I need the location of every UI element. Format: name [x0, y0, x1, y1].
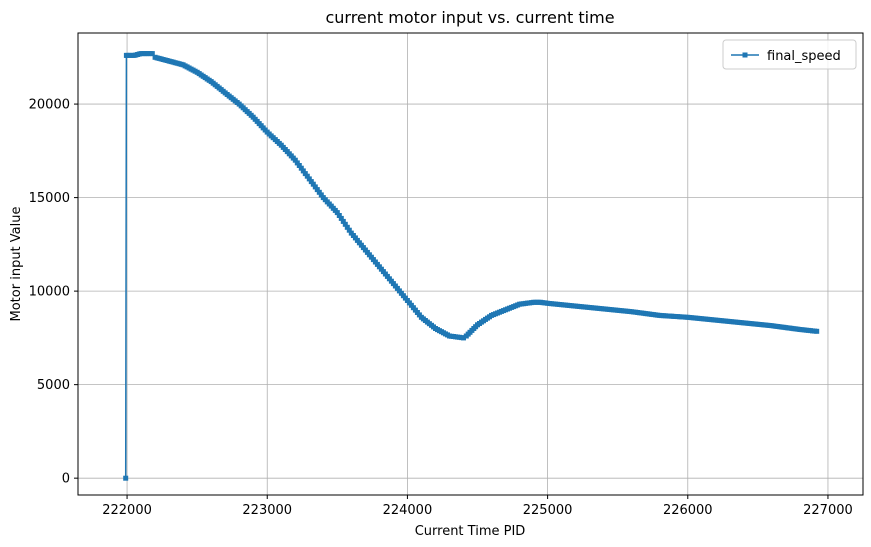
y-tick-label: 10000: [29, 285, 70, 300]
y-tick-label: 0: [62, 472, 70, 487]
y-axis-title: Motor input Value: [9, 207, 24, 322]
data-point: [292, 157, 298, 163]
x-tick-label: 223000: [242, 503, 292, 518]
series-markers-final_speed: [123, 51, 820, 481]
data-point: [461, 335, 466, 341]
data-point: [312, 184, 318, 190]
data-point: [318, 192, 324, 198]
data-point: [308, 179, 314, 185]
data-point: [814, 328, 820, 334]
data-point: [342, 221, 348, 227]
x-tick-label: 224000: [383, 503, 433, 518]
grid-lines: [78, 33, 863, 495]
data-point: [306, 176, 312, 182]
x-tick-label: 226000: [663, 503, 713, 518]
data-point: [338, 215, 344, 221]
legend-label: final_speed: [767, 49, 841, 64]
data-point: [123, 475, 129, 481]
plot-frame: [77, 32, 864, 496]
y-tick-label: 5000: [37, 378, 70, 393]
data-point: [298, 165, 304, 171]
data-point: [310, 181, 316, 187]
data-point: [316, 189, 322, 195]
chart-title: current motor input vs. current time: [325, 8, 614, 27]
data-point: [346, 227, 352, 233]
data-point: [340, 218, 346, 224]
data-point: [296, 163, 302, 168]
data-point: [294, 160, 300, 166]
y-tick-label: 20000: [29, 98, 70, 113]
x-tick-label: 225000: [523, 503, 573, 518]
y-tick-label: 15000: [29, 191, 70, 206]
data-point: [149, 51, 155, 57]
axis-ticks: 222000 223000 224000 225000 226000 227000 0 500…: [29, 98, 853, 518]
data-point: [336, 213, 342, 218]
x-tick-label: 227000: [803, 503, 853, 518]
legend-marker-swatch: [742, 52, 748, 58]
x-tick-label: 222000: [102, 503, 152, 518]
data-point: [304, 173, 310, 179]
series-group: [123, 51, 820, 481]
x-axis-title: Current Time PID: [415, 524, 526, 539]
data-point: [314, 187, 320, 193]
data-point: [344, 224, 350, 230]
legend: final_speed: [722, 39, 857, 70]
data-point: [334, 210, 340, 216]
data-point: [300, 168, 306, 174]
data-point: [302, 171, 308, 177]
legend-box: [722, 39, 857, 70]
